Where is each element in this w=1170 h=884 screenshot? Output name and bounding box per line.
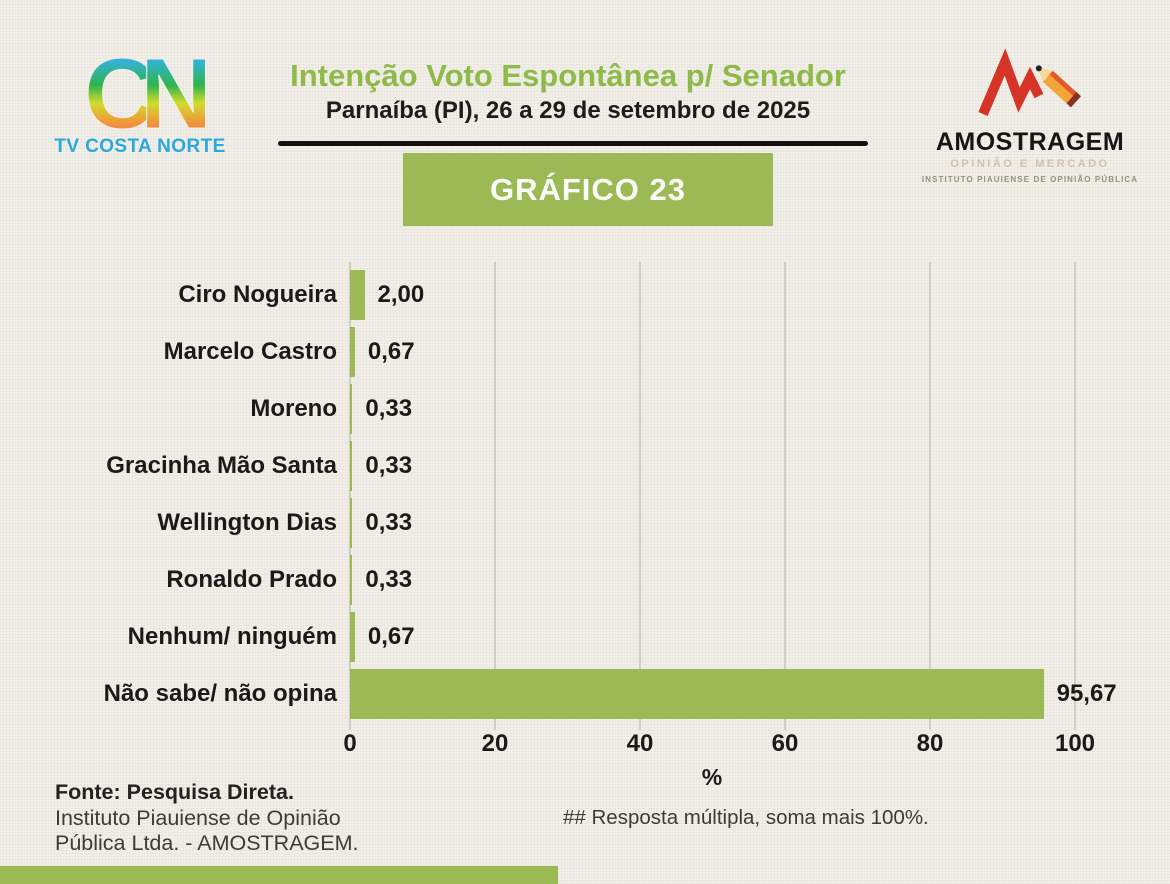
chart-row: Ronaldo Prado 0,33 [0,551,1170,608]
bar-value-label: 0,67 [367,622,415,650]
grafico-banner-label: GRÁFICO 23 [489,171,687,207]
chart-row: Marcelo Castro 0,67 [0,323,1170,380]
amostragem-wordmark: AMOSTRAGEM [935,128,1125,156]
bar-value-label: 0,33 [365,394,413,422]
x-tick-0: 0 [343,730,357,757]
bar [350,611,355,662]
bar-area: 95,67 [350,668,1117,719]
gridline-20 [494,262,496,730]
category-label: Gracinha Mão Santa [106,451,337,479]
amostragem-tagline: OPINIÃO E MERCADO [950,158,1110,170]
amostragem-institute-line: INSTITUTO PIAUIENSE DE OPINIÃO PÚBLICA [921,175,1139,184]
gridline-60 [784,262,786,730]
x-tick-20: 20 [481,730,509,757]
bar [350,440,353,491]
bar [350,497,353,548]
gridline-100 [1074,262,1076,730]
bar [350,554,353,605]
category-label: Ronaldo Prado [166,565,337,593]
source-line-2: Instituto Piauiense de Opinião [55,805,341,830]
svg-text:N: N [140,40,212,140]
x-tick-40: 40 [626,730,654,757]
x-axis-unit-label: % [701,764,723,790]
amostragem-heartbeat-pencil-icon [978,48,1082,116]
x-tick-80: 80 [916,730,944,757]
chart-row: Gracinha Mão Santa 0,33 [0,437,1170,494]
grafico-banner: GRÁFICO 23 [403,153,773,226]
bar-area: 0,33 [350,497,1075,548]
multiple-response-note: ## Resposta múltipla, soma mais 100%. [563,806,929,829]
category-label: Wellington Dias [157,508,337,536]
chart-row: Wellington Dias 0,33 [0,494,1170,551]
bar-chart: Ciro Nogueira 2,00 Marcelo Castro 0,67 Moren… [0,266,1170,722]
amostragem-logo-block: AMOSTRAGEM OPINIÃO E MERCADO INSTITUTO P… [915,48,1145,184]
header-title-block: Intenção Voto Espontânea p/ Senador Parn… [248,58,888,125]
x-tick-100: 100 [1054,730,1096,757]
bar-value-label: 0,67 [367,337,415,365]
category-label: Não sabe/ não opina [103,679,337,707]
bar-area: 0,33 [350,440,1075,491]
bar [350,326,355,377]
title-divider-line [278,141,868,146]
source-block: Fonte: Pesquisa Direta. Instituto Piauie… [55,780,359,857]
bar-area: 0,67 [350,326,1075,377]
chart-title: Intenção Voto Espontânea p/ Senador [290,58,846,93]
gridline-80 [929,262,931,730]
gridline-40 [639,262,641,730]
tv-costa-norte-logo-icon: C N [84,40,213,140]
bar [350,383,353,434]
svg-text:C: C [84,40,156,140]
bar-value-label: 2,00 [377,280,425,308]
chart-row: Moreno 0,33 [0,380,1170,437]
bar [350,668,1044,719]
tv-costa-norte-wordmark: TV COSTA NORTE [54,136,226,157]
bar-area: 0,33 [350,554,1075,605]
bar-value-label: 0,33 [365,451,413,479]
chart-row: Ciro Nogueira 2,00 [0,266,1170,323]
category-label: Nenhum/ ninguém [127,622,337,650]
bottom-green-bar [0,866,558,884]
bar-value-label: 0,33 [365,508,413,536]
bar-area: 2,00 [350,269,1075,320]
chart-subtitle: Parnaíba (PI), 26 a 29 de setembro de 20… [325,97,811,124]
chart-row: Não sabe/ não opina 95,67 [0,665,1170,722]
bar-area: 0,67 [350,611,1075,662]
gridline-0 [349,262,351,730]
bar [350,269,365,320]
chart-row: Nenhum/ ninguém 0,67 [0,608,1170,665]
category-label: Marcelo Castro [163,337,337,365]
bar-value-label: 95,67 [1056,679,1117,707]
category-label: Moreno [250,394,337,422]
category-label: Ciro Nogueira [178,280,337,308]
source-line-1: Fonte: Pesquisa Direta. [55,780,294,804]
bar-value-label: 0,33 [365,565,413,593]
x-tick-60: 60 [771,730,799,757]
bar-area: 0,33 [350,383,1075,434]
source-line-3: Pública Ltda. - AMOSTRAGEM. [55,831,359,855]
